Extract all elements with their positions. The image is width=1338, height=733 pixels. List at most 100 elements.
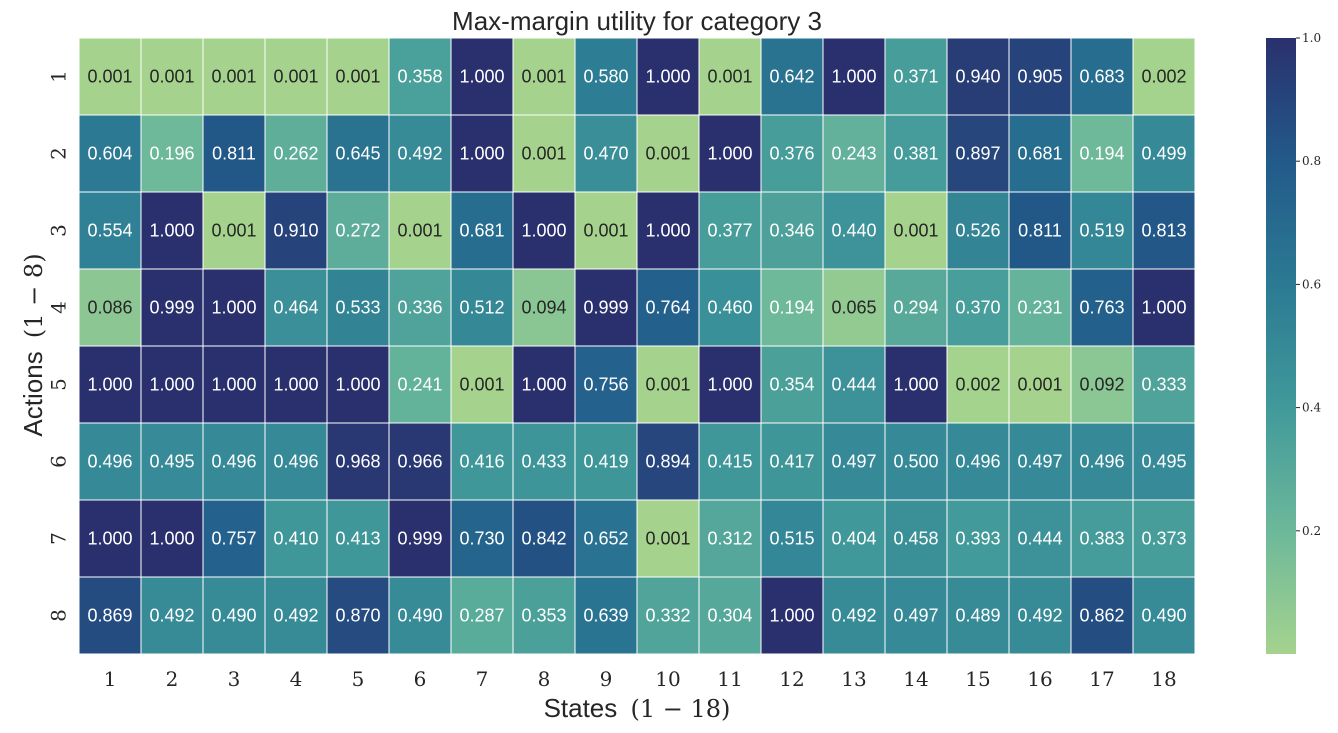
heatmap-cell (760, 268, 824, 347)
cell-value-label: 0.495 (1141, 452, 1186, 472)
heatmap-cell (698, 345, 762, 424)
heatmap-cell (822, 268, 886, 347)
cell-value-label: 0.526 (955, 221, 1000, 241)
cell-value-label: 0.433 (521, 452, 566, 472)
heatmap-cell (202, 576, 266, 655)
cell-value-label: 0.458 (893, 529, 938, 549)
cell-value-label: 0.086 (87, 298, 132, 318)
cell-value-label: 0.811 (1018, 221, 1062, 241)
heatmap-cell (388, 37, 452, 116)
cell-value-label: 0.492 (831, 606, 876, 626)
colorbar-tick-label: 0.2 (1302, 524, 1321, 538)
x-axis-label-range: (1 − 18) (631, 695, 731, 723)
heatmap-cell (78, 37, 142, 116)
cell-value-label: 0.940 (955, 67, 1000, 87)
cell-value-label: 0.346 (769, 221, 814, 241)
heatmap-cell (264, 191, 328, 270)
cell-value-label: 0.001 (645, 144, 690, 164)
cell-value-label: 0.652 (583, 529, 628, 549)
cell-value-label: 1.000 (149, 375, 194, 395)
cell-value-label: 0.490 (211, 606, 256, 626)
cell-value-label: 1.000 (521, 375, 566, 395)
heatmap-cell (574, 576, 638, 655)
cell-value-label: 1.000 (87, 375, 132, 395)
heatmap-cell (884, 268, 948, 347)
heatmap-cell (1132, 114, 1196, 193)
heatmap-cell (78, 345, 142, 424)
heatmap-cell (264, 345, 328, 424)
cell-value-label: 1.000 (211, 298, 256, 318)
heatmap-cell (946, 191, 1010, 270)
cell-value-label: 0.393 (955, 529, 1000, 549)
colorbar-tick-label: 0.6 (1302, 277, 1321, 291)
heatmap-cell (264, 576, 328, 655)
heatmap-cell (760, 576, 824, 655)
cell-value-label: 0.968 (335, 452, 380, 472)
cell-value-label: 0.497 (831, 452, 876, 472)
cell-value-label: 0.444 (1017, 529, 1062, 549)
heatmap-cell (140, 114, 204, 193)
cell-value-label: 0.492 (273, 606, 318, 626)
cell-value-label: 1.000 (459, 144, 504, 164)
cell-value-label: 0.404 (831, 529, 876, 549)
cell-value-label: 0.763 (1079, 298, 1124, 318)
heatmap-cell (264, 37, 328, 116)
x-tick-label: 10 (655, 667, 680, 691)
heatmap-cell (326, 576, 390, 655)
heatmap-cell (78, 422, 142, 501)
cell-value-label: 0.001 (521, 144, 566, 164)
heatmap-cell (140, 345, 204, 424)
heatmap-cell (636, 268, 700, 347)
heatmap-cell (512, 576, 576, 655)
cell-value-label: 0.417 (769, 452, 814, 472)
cell-value-label: 0.001 (335, 67, 380, 87)
cell-value-label: 1.000 (149, 221, 194, 241)
cell-value-label: 1.000 (335, 375, 380, 395)
cell-value-label: 0.533 (335, 298, 380, 318)
cell-value-label: 0.492 (1017, 606, 1062, 626)
heatmap-cell (946, 422, 1010, 501)
heatmap-cell (698, 499, 762, 578)
cell-value-label: 0.999 (149, 298, 194, 318)
heatmap-cell (1008, 37, 1072, 116)
x-tick-labels: 1 2 3 4 5 6 7 8 9 10 11 12 13 14 15 16 17 18 (104, 667, 1177, 691)
cell-value-label: 0.419 (583, 452, 628, 472)
cell-value-label: 0.580 (583, 67, 628, 87)
cell-value-label: 0.358 (397, 67, 442, 87)
cell-value-label: 0.001 (645, 375, 690, 395)
cell-value-label: 0.496 (211, 452, 256, 472)
cell-value-label: 0.910 (273, 221, 318, 241)
cell-value-label: 0.370 (955, 298, 1000, 318)
y-tick-label: 6 (47, 455, 71, 468)
heatmap-cell (388, 576, 452, 655)
heatmap-cell (1132, 576, 1196, 655)
cell-value-label: 0.460 (707, 298, 752, 318)
cell-value-label: 0.842 (521, 529, 566, 549)
cell-value-label: 0.287 (459, 606, 504, 626)
cell-value-label: 0.001 (87, 67, 132, 87)
y-axis-label-text: Actions (18, 351, 48, 436)
colorbar-ticks: 0.2 0.4 0.6 0.8 1.0 (1296, 31, 1321, 538)
heatmap-cell (326, 499, 390, 578)
heatmap-cell (636, 499, 700, 578)
heatmap-cell (946, 499, 1010, 578)
cell-value-label: 0.001 (583, 221, 628, 241)
heatmap-cell (636, 345, 700, 424)
heatmap-cell (1008, 499, 1072, 578)
heatmap-cell (1132, 268, 1196, 347)
cell-value-label: 0.410 (273, 529, 318, 549)
x-tick-label: 2 (166, 667, 179, 691)
heatmap-cell (698, 114, 762, 193)
x-tick-label: 13 (841, 667, 866, 691)
x-axis-label: States (1 − 18) (544, 693, 731, 723)
x-tick-label: 16 (1027, 667, 1052, 691)
cell-value-label: 0.001 (459, 375, 504, 395)
cell-value-label: 0.499 (1141, 144, 1186, 164)
x-tick-label: 7 (476, 667, 489, 691)
cell-value-label: 0.862 (1079, 606, 1124, 626)
heatmap-cell (760, 345, 824, 424)
heatmap-cell (822, 499, 886, 578)
cell-value-label: 0.002 (1141, 67, 1186, 87)
heatmap-cell (946, 268, 1010, 347)
cell-value-label: 0.001 (149, 67, 194, 87)
